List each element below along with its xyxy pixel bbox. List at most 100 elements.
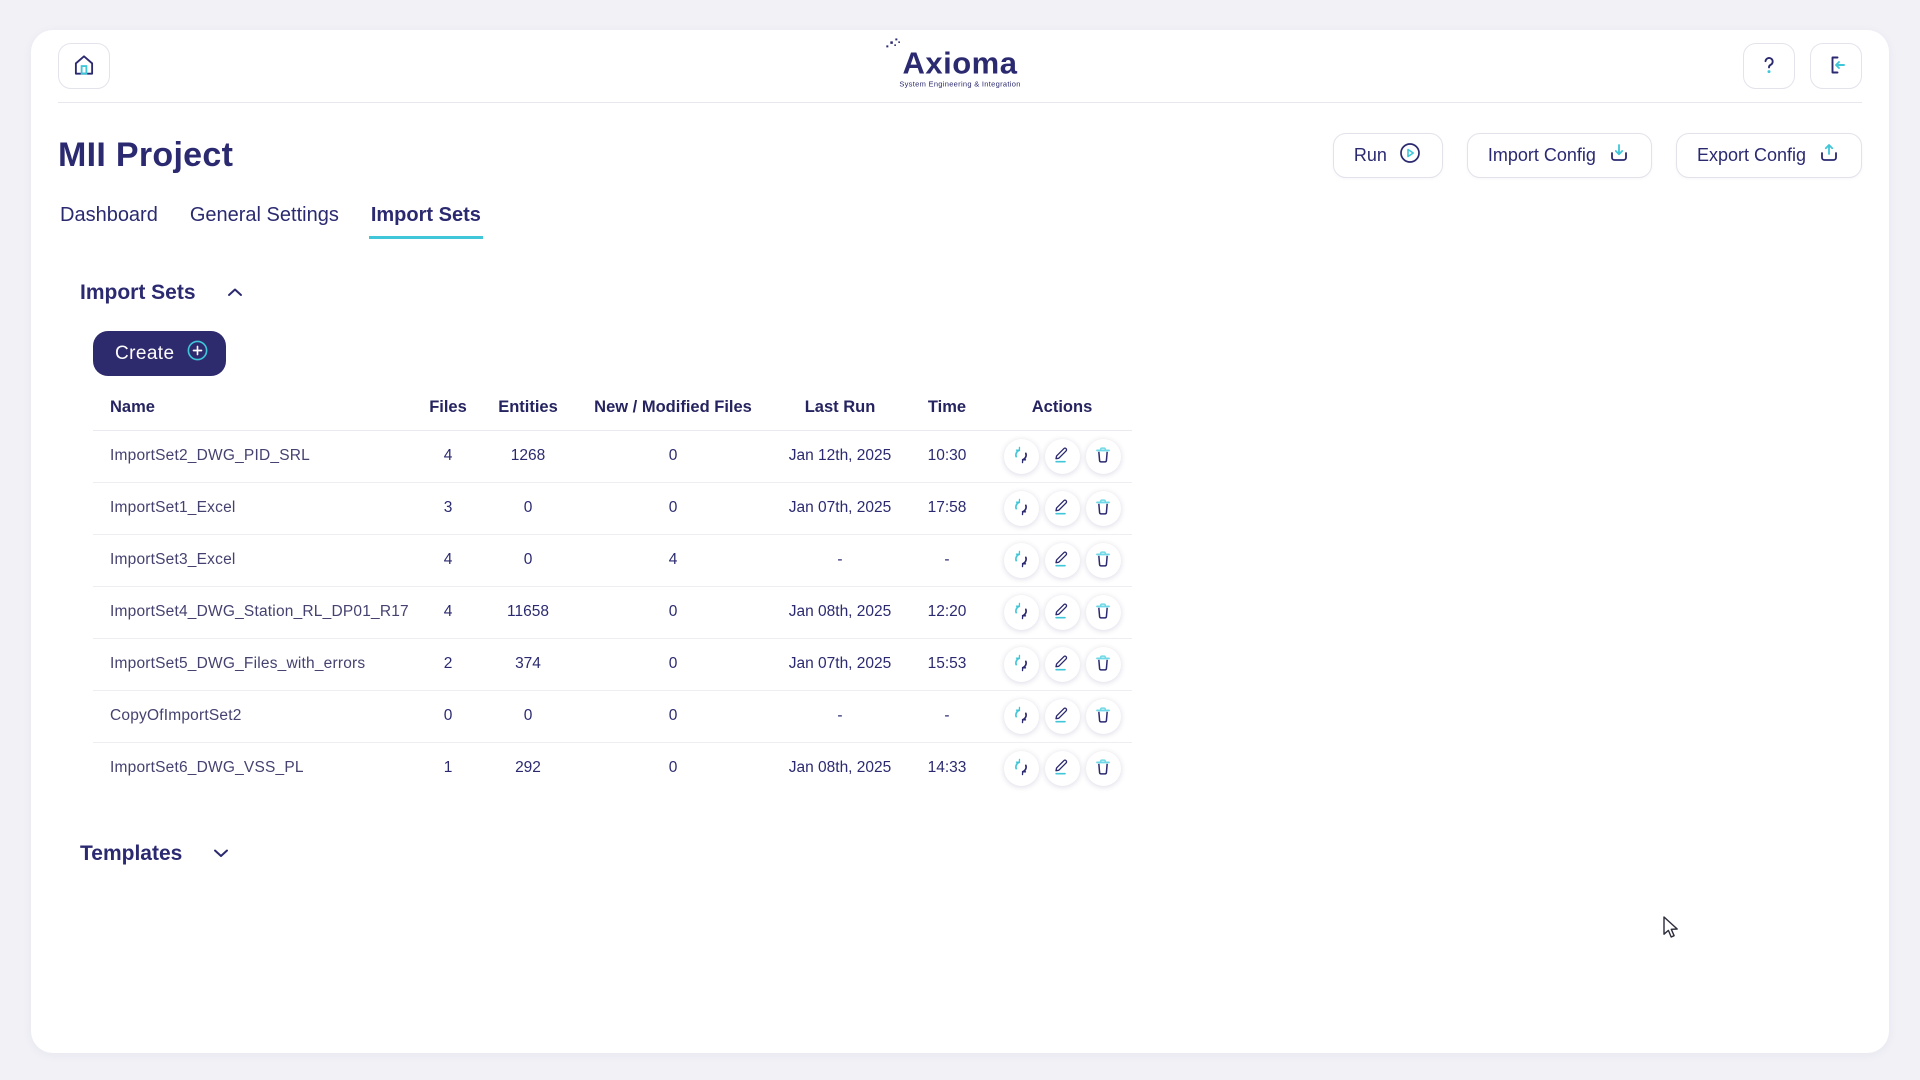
table-row: ImportSet2_DWG_PID_SRL 4 1268 0 Jan 12th… [93,430,1132,482]
refresh-import-set-button[interactable] [1004,543,1039,578]
refresh-import-set-button[interactable] [1004,647,1039,682]
row-actions [992,534,1132,586]
project-tabs: Dashboard General Settings Import Sets [58,204,1862,239]
topbar-actions [1743,43,1862,89]
run-button[interactable]: Run [1333,133,1443,178]
delete-import-set-button[interactable] [1086,699,1121,734]
table-row: ImportSet3_Excel 4 0 4 - - [93,534,1132,586]
edit-import-set-button[interactable] [1045,751,1080,786]
delete-import-set-button[interactable] [1086,595,1121,630]
entities-count: 0 [488,534,568,586]
files-count: 2 [408,638,488,690]
last-run-date: Jan 08th, 2025 [778,586,902,638]
chevron-down-icon [212,847,230,862]
last-run-time: 12:20 [902,586,992,638]
table-row: ImportSet5_DWG_Files_with_errors 2 374 0… [93,638,1132,690]
delete-import-set-button[interactable] [1086,751,1121,786]
edit-pencil-icon [1052,705,1072,728]
row-actions [992,742,1132,794]
export-config-button[interactable]: Export Config [1676,133,1862,178]
logout-icon [1824,53,1848,80]
upload-icon [1817,141,1841,170]
row-actions [992,638,1132,690]
import-set-name: ImportSet3_Excel [93,534,408,586]
run-button-label: Run [1354,145,1387,166]
refresh-import-set-button[interactable] [1004,699,1039,734]
table-row: ImportSet1_Excel 3 0 0 Jan 07th, 2025 17… [93,482,1132,534]
last-run-date: Jan 08th, 2025 [778,742,902,794]
column-header-actions: Actions [992,386,1132,430]
row-actions [992,586,1132,638]
refresh-import-set-button[interactable] [1004,491,1039,526]
collapse-import-sets-button[interactable] [224,284,246,303]
trash-icon [1093,757,1113,780]
templates-section-title: Templates [80,842,182,866]
edit-pencil-icon [1052,757,1072,780]
refresh-icon [1011,497,1031,520]
entities-count: 0 [488,690,568,742]
refresh-import-set-button[interactable] [1004,595,1039,630]
refresh-icon [1011,705,1031,728]
table-header-row: Name Files Entities New / Modified Files… [93,386,1132,430]
page-header: MII Project Run Import Config [58,133,1862,178]
edit-pencil-icon [1052,601,1072,624]
delete-import-set-button[interactable] [1086,439,1121,474]
logout-button[interactable] [1810,43,1862,89]
home-button[interactable] [58,43,110,89]
edit-import-set-button[interactable] [1045,699,1080,734]
refresh-icon [1011,601,1031,624]
column-header-new-modified-files: New / Modified Files [568,386,778,430]
table-row: ImportSet6_DWG_VSS_PL 1 292 0 Jan 08th, … [93,742,1132,794]
refresh-icon [1011,757,1031,780]
tab-import-sets[interactable]: Import Sets [369,204,483,239]
edit-import-set-button[interactable] [1045,543,1080,578]
files-count: 1 [408,742,488,794]
import-set-name: ImportSet6_DWG_VSS_PL [93,742,408,794]
last-run-date: Jan 07th, 2025 [778,482,902,534]
edit-import-set-button[interactable] [1045,595,1080,630]
trash-icon [1093,497,1113,520]
home-icon [71,52,97,81]
edit-import-set-button[interactable] [1045,647,1080,682]
entities-count: 374 [488,638,568,690]
edit-pencil-icon [1052,653,1072,676]
new-modified-files-count: 0 [568,638,778,690]
edit-import-set-button[interactable] [1045,491,1080,526]
help-button[interactable] [1743,43,1795,89]
app-card: Axioma System Engineering & Integration [31,30,1889,1053]
row-actions [992,430,1132,482]
tab-dashboard[interactable]: Dashboard [58,204,160,239]
expand-templates-button[interactable] [210,845,232,864]
templates-section-header: Templates [80,842,1889,866]
column-header-last-run: Last Run [778,386,902,430]
plus-circle-icon [186,339,209,368]
refresh-import-set-button[interactable] [1004,751,1039,786]
create-import-set-button[interactable]: Create [93,331,226,376]
column-header-files: Files [408,386,488,430]
tab-general-settings[interactable]: General Settings [188,204,341,239]
import-config-button[interactable]: Import Config [1467,133,1652,178]
entities-count: 292 [488,742,568,794]
refresh-import-set-button[interactable] [1004,439,1039,474]
files-count: 4 [408,534,488,586]
app-logo: Axioma System Engineering & Integration [899,47,1020,88]
logo-wordmark: Axioma [903,47,1018,78]
delete-import-set-button[interactable] [1086,647,1121,682]
chevron-up-icon [226,286,244,301]
row-actions [992,482,1132,534]
edit-import-set-button[interactable] [1045,439,1080,474]
files-count: 4 [408,586,488,638]
export-config-label: Export Config [1697,145,1806,166]
last-run-time: 15:53 [902,638,992,690]
delete-import-set-button[interactable] [1086,543,1121,578]
download-icon [1607,141,1631,170]
last-run-time: 10:30 [902,430,992,482]
files-count: 3 [408,482,488,534]
import-sets-section-header: Import Sets [80,281,1889,305]
files-count: 4 [408,430,488,482]
delete-import-set-button[interactable] [1086,491,1121,526]
last-run-date: - [778,690,902,742]
trash-icon [1093,705,1113,728]
import-set-name: ImportSet4_DWG_Station_RL_DP01_R17 [93,586,408,638]
create-button-label: Create [115,343,174,365]
